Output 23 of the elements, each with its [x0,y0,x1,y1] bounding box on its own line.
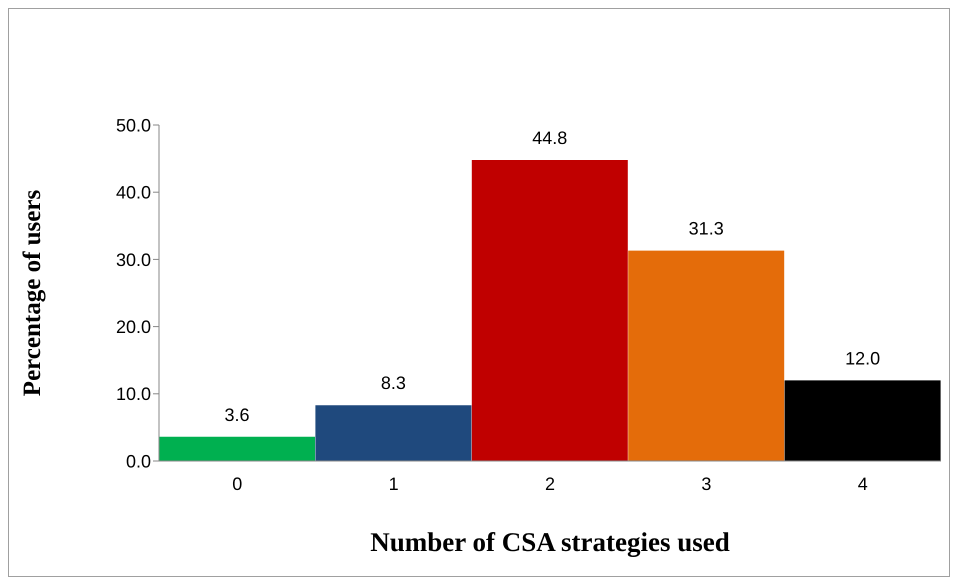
bar [628,250,784,461]
y-tick-label: 30.0 [116,250,151,270]
x-tick-label: 3 [701,474,712,494]
x-axis-title: Number of CSA strategies used [370,527,730,557]
data-label: 31.3 [688,218,724,239]
y-tick-label: 50.0 [116,115,151,136]
bar [315,405,472,461]
x-tick-label: 2 [544,474,556,494]
data-label: 8.3 [380,373,406,394]
y-axis-title: Percentage of users [18,190,46,396]
y-tick-label: 20.0 [116,316,151,337]
data-label: 44.8 [532,128,568,148]
bar [784,380,941,461]
data-label: 3.6 [224,404,250,425]
y-tick-label: 40.0 [116,182,151,203]
y-tick-label: 10.0 [116,384,151,404]
bar [159,436,315,461]
data-label: 12.0 [845,348,880,368]
y-tick-label: 0.0 [126,451,151,472]
bar [472,160,628,461]
x-tick-label: 4 [858,474,868,494]
x-tick-label: 1 [388,474,399,494]
x-tick-label: 0 [232,474,242,494]
